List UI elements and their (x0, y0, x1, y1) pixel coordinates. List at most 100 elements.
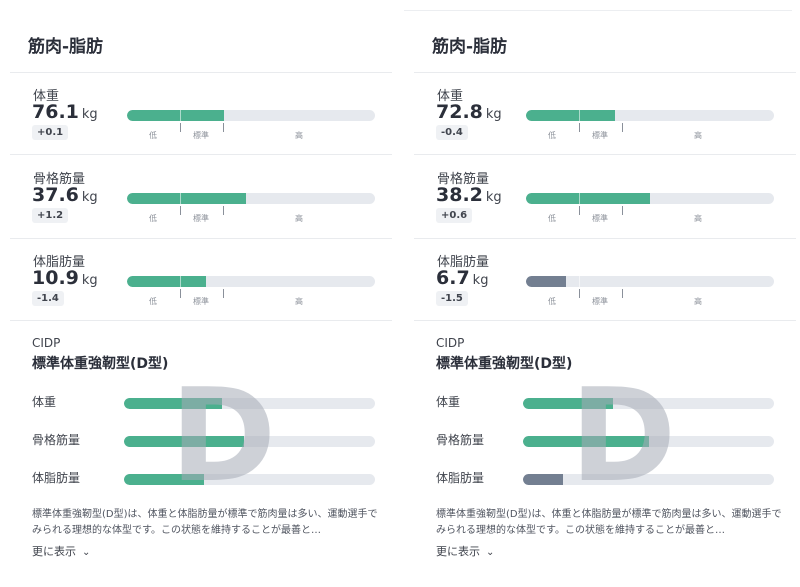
range-bar-fill (127, 193, 247, 204)
delta-badge: +0.1 (32, 125, 69, 140)
scale-standard: 標準 (193, 131, 209, 140)
cidp-row-label: 体脂肪量 (436, 471, 485, 485)
cidp-row-label: 体重 (32, 395, 57, 409)
divider (404, 10, 792, 11)
range-bar (526, 110, 774, 121)
scale-low: 低 (149, 214, 157, 223)
cidp-bar-fill (523, 398, 614, 409)
metric-skeletal-muscle[interactable]: 骨格筋量 38.2 kg +0.6 低 標準 高 (404, 168, 800, 248)
cidp-label: CIDP (32, 336, 61, 350)
range-bar-fill (526, 276, 566, 287)
metric-value: 76.1 kg (32, 101, 98, 123)
scale-low: 低 (149, 297, 157, 306)
show-more-link[interactable]: 更に表示 ⌄ (32, 545, 91, 558)
range-tick-marker (622, 123, 623, 132)
range-tick (579, 276, 580, 287)
scale-standard: 標準 (193, 297, 209, 306)
cidp-row-label: 骨格筋量 (32, 433, 81, 447)
scale-high: 高 (295, 214, 303, 223)
metric-label: 体脂肪量 (33, 255, 86, 270)
range-bar (526, 193, 774, 204)
range-tick-marker (622, 289, 623, 298)
cidp-bar (124, 474, 375, 485)
range-tick-marker (579, 123, 580, 132)
cidp-bar (523, 436, 774, 447)
scale-low: 低 (548, 214, 556, 223)
metric-value: 72.8 kg (436, 101, 502, 123)
cidp-row-label: 体脂肪量 (32, 471, 81, 485)
delta-badge: +0.6 (436, 208, 473, 223)
range-bar (526, 276, 774, 287)
metric-body-fat[interactable]: 体脂肪量 6.7 kg -1.5 低 標準 高 (404, 251, 800, 331)
divider (10, 238, 392, 239)
body-type-description: 標準体重強靭型(D型)は、体重と体脂肪量が標準で筋肉量は多い、運動選手でみられる… (436, 509, 782, 536)
cidp-row-weight: 体重 (0, 393, 396, 415)
range-bar-fill (127, 276, 207, 287)
range-tick-marker (180, 123, 181, 132)
range-bar (127, 193, 375, 204)
range-bar-fill (526, 193, 650, 204)
panel-left: 筋肉-脂肪 体重 76.1 kg +0.1 低 標準 高 骨格筋量 37.6 kg … (0, 0, 396, 587)
cidp-bar-fill (124, 474, 205, 485)
metric-body-fat[interactable]: 体脂肪量 10.9 kg -1.4 低 標準 高 (0, 251, 396, 331)
cidp-bar-fill (124, 398, 222, 409)
range-tick (180, 193, 181, 204)
cidp-row-label: 骨格筋量 (436, 433, 485, 447)
scale-low: 低 (548, 297, 556, 306)
metric-weight[interactable]: 体重 72.8 kg -0.4 低 標準 高 (404, 85, 800, 165)
scale-high: 高 (295, 131, 303, 140)
scale-standard: 標準 (592, 214, 608, 223)
panel-right: 筋肉-脂肪 体重 72.8 kg -0.4 低 標準 高 骨格筋量 38.2 kg … (404, 0, 800, 587)
scale-standard: 標準 (592, 131, 608, 140)
delta-badge: -0.4 (436, 125, 468, 140)
cidp-bar-fill (124, 436, 245, 447)
scale-standard: 標準 (592, 297, 608, 306)
range-tick-marker (579, 289, 580, 298)
cidp-row-body-fat: 体脂肪量 (404, 469, 800, 491)
range-bar (127, 276, 375, 287)
body-type-description: 標準体重強靭型(D型)は、体重と体脂肪量が標準で筋肉量は多い、運動選手でみられる… (32, 509, 378, 536)
range-tick (579, 193, 580, 204)
divider (10, 72, 392, 73)
range-tick-marker (223, 289, 224, 298)
show-more-link[interactable]: 更に表示 ⌄ (436, 545, 495, 558)
metric-label: 体重 (437, 89, 464, 104)
divider (414, 72, 796, 73)
body-type-letter: D (170, 362, 277, 511)
metric-value: 10.9 kg (32, 267, 98, 289)
range-tick-marker (223, 123, 224, 132)
divider (414, 238, 796, 239)
scale-high: 高 (694, 297, 702, 306)
divider (414, 154, 796, 155)
metric-weight[interactable]: 体重 76.1 kg +0.1 低 標準 高 (0, 85, 396, 165)
body-type-letter: D (570, 362, 677, 511)
cidp-label: CIDP (436, 336, 465, 350)
divider (10, 154, 392, 155)
body-type-title: 標準体重強靭型(D型) (436, 356, 573, 372)
divider (10, 320, 392, 321)
metric-value: 37.6 kg (32, 184, 98, 206)
cidp-bar-fill (523, 474, 564, 485)
delta-badge: +1.2 (32, 208, 69, 223)
scale-high: 高 (295, 297, 303, 306)
range-tick (579, 110, 580, 121)
cidp-row-skeletal-muscle: 骨格筋量 (404, 431, 800, 453)
range-tick-marker (622, 206, 623, 215)
cidp-bar (523, 398, 774, 409)
cidp-bar (523, 474, 774, 485)
metric-label: 体重 (33, 89, 60, 104)
chevron-down-icon: ⌄ (82, 547, 91, 558)
scale-low: 低 (548, 131, 556, 140)
range-tick-marker (223, 206, 224, 215)
metric-skeletal-muscle[interactable]: 骨格筋量 37.6 kg +1.2 低 標準 高 (0, 168, 396, 248)
cidp-bar (124, 436, 375, 447)
body-type-title: 標準体重強靭型(D型) (32, 356, 169, 372)
metric-label: 体脂肪量 (437, 255, 490, 270)
range-tick-marker (579, 206, 580, 215)
cidp-bar (124, 398, 375, 409)
scale-low: 低 (149, 131, 157, 140)
metric-label: 骨格筋量 (33, 172, 86, 187)
delta-badge: -1.4 (32, 291, 64, 306)
cidp-row-weight: 体重 (404, 393, 800, 415)
